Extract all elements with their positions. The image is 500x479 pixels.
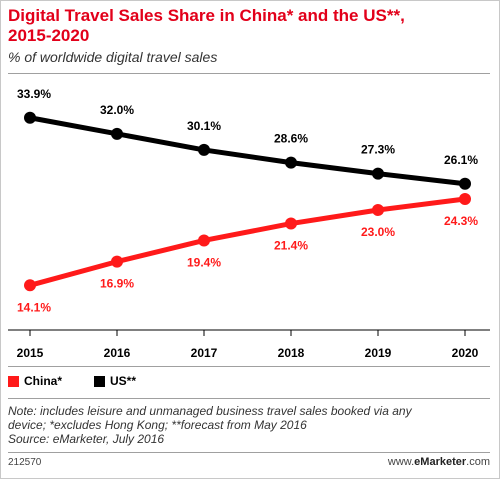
x-tick-label: 2019 (365, 346, 392, 360)
legend-top-divider (8, 366, 490, 367)
x-tick-label: 2016 (104, 346, 131, 360)
chart-title-line-1: Digital Travel Sales Share in China* and… (8, 6, 405, 25)
data-label-china: 14.1% (17, 300, 51, 314)
data-label-us: 32.0% (100, 103, 134, 117)
data-label-china: 23.0% (361, 225, 395, 239)
data-label-china: 21.4% (274, 239, 308, 253)
data-point-us (459, 177, 471, 190)
x-tick-label: 2017 (191, 346, 218, 360)
data-point-china (459, 193, 471, 205)
note-line-1: Note: includes leisure and unmanaged bus… (8, 404, 412, 418)
data-point-china (24, 279, 36, 292)
legend-swatch-us (94, 375, 106, 387)
chart-title-line-2: 2015-2020 (8, 26, 90, 45)
legend-item-us: US** (94, 374, 136, 388)
data-point-china (111, 255, 123, 268)
data-point-us (198, 143, 210, 156)
data-point-us (372, 167, 384, 180)
data-label-us: 30.1% (187, 119, 221, 133)
source-line: Source: eMarketer, July 2016 (8, 432, 165, 446)
chart-id: 212570 (8, 457, 42, 468)
data-label-us: 28.6% (274, 132, 308, 146)
footer-site-brand: eMarketer (414, 456, 467, 468)
chart-notes: Note: includes leisure and unmanaged bus… (8, 404, 492, 446)
header-divider (8, 73, 490, 74)
data-point-us (285, 156, 297, 169)
legend-label-china: China* (24, 374, 63, 388)
legend-item-china: China* (8, 374, 62, 388)
legend-label-us: US** (110, 374, 137, 388)
footer-site-suffix: .com (466, 456, 490, 468)
data-label-us: 27.3% (361, 143, 395, 157)
footer-site-prefix: www. (387, 456, 415, 468)
series-line-china (27, 196, 468, 288)
data-point-china (285, 217, 297, 230)
data-label-us: 26.1% (444, 153, 478, 167)
chart-subtitle: % of worldwide digital travel sales (8, 49, 218, 65)
x-tick-label: 2015 (17, 346, 44, 360)
data-point-china (372, 204, 384, 216)
legend-swatch-china (8, 375, 19, 387)
data-point-china (198, 234, 210, 247)
data-label-china: 19.4% (187, 255, 221, 269)
note-line-2: device; *excludes Hong Kong; **forecast … (8, 418, 307, 432)
footer-divider (8, 452, 490, 453)
legend-bottom-divider (8, 398, 490, 399)
chart-title: Digital Travel Sales Share in China* and… (8, 6, 488, 46)
data-point-us (24, 111, 36, 124)
x-tick-label: 2018 (278, 346, 305, 360)
data-label-us: 33.9% (17, 87, 51, 101)
data-label-china: 24.3% (444, 214, 478, 228)
line-chart: 2015 2016 2017 2018 2019 2020 33.9% 32.0% 30.1% 2… (8, 87, 490, 360)
series-line-us (27, 115, 468, 187)
chart-legend: China* US** (8, 372, 168, 390)
data-label-china: 16.9% (100, 277, 134, 291)
x-tick-label: 2020 (452, 346, 479, 360)
footer-brand: www.eMarketer.com (388, 456, 490, 468)
data-point-us (111, 127, 123, 140)
